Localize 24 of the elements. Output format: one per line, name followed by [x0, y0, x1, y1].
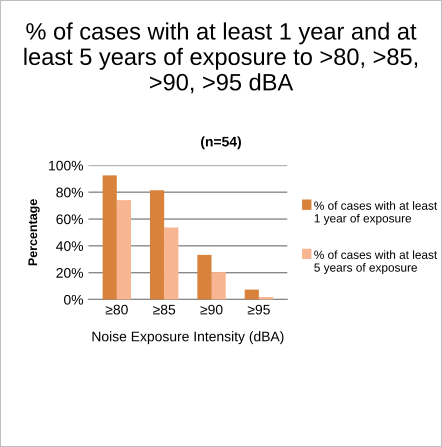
y-tick-label: 20%	[56, 268, 84, 278]
bar	[116, 200, 132, 300]
y-tick-label: 40%	[56, 241, 84, 252]
y-tick-label: 100%	[49, 160, 84, 171]
x-axis-title: Noise Exposure Intensity (dBA)	[92, 331, 284, 344]
x-tick-label: ≥90	[200, 304, 223, 315]
x-tick-label: ≥95	[248, 304, 270, 315]
bar	[102, 175, 117, 300]
y-axis-title: Percentage	[28, 199, 40, 266]
legend-label: % of cases with at least 1 year of exposure	[314, 201, 438, 225]
bar	[244, 290, 259, 300]
y-tick-label: 80%	[56, 188, 84, 198]
bar	[258, 296, 274, 300]
bar	[212, 272, 226, 300]
chart-subtitle: (n=54)	[201, 136, 241, 150]
y-tick-label: 60%	[56, 214, 84, 224]
bar	[150, 190, 164, 300]
legend-label: % of cases with at least 5 years of exposure	[314, 250, 438, 274]
x-tick-label: ≥85	[153, 304, 176, 315]
bar	[164, 227, 178, 300]
y-tick-label: 0%	[64, 294, 84, 305]
chart-title: % of cases with at least 1 year and at least 5 years of exposure to >80, >85, >90, >95 dBA	[24, 22, 418, 94]
x-tick-label: ≥80	[106, 304, 128, 315]
bar	[197, 254, 212, 300]
